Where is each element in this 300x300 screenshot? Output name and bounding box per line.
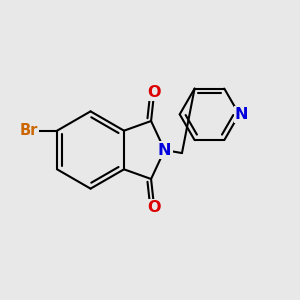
Text: N: N (158, 142, 171, 158)
Text: O: O (147, 85, 161, 100)
Text: O: O (147, 200, 161, 215)
Text: Br: Br (20, 123, 38, 138)
Text: N: N (235, 107, 248, 122)
